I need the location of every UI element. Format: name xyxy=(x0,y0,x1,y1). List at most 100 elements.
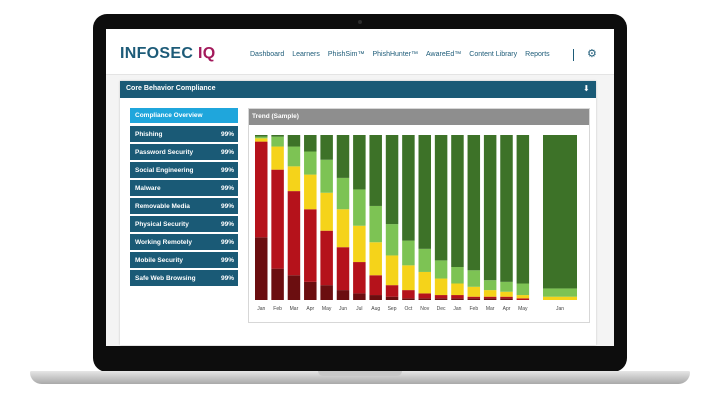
bar-may-5-level-4 xyxy=(320,159,333,193)
x-tick-label: Mar xyxy=(486,306,495,312)
download-icon[interactable]: ⬇ xyxy=(583,84,590,93)
bar-feb-2-level-2 xyxy=(271,169,284,269)
bar-apr-16-level-4 xyxy=(500,281,513,292)
sidebar-item-phishing[interactable]: Phishing 99% xyxy=(130,126,238,142)
bar-aug-8-level-5 xyxy=(369,135,382,206)
bar-sep-9-level-4 xyxy=(385,224,399,256)
bar-nov-11-level-2 xyxy=(418,293,431,299)
sidebar-item-malware[interactable]: Malware 99% xyxy=(130,180,238,196)
nav-learners[interactable]: Learners xyxy=(292,51,320,58)
bar-jan-13-level-3 xyxy=(451,283,464,296)
bar-may-5-level-5 xyxy=(320,135,333,160)
compliance-sidebar: Compliance Overview Phishing 99% Passwor… xyxy=(130,108,238,288)
bar-feb-2-level-1 xyxy=(271,268,284,300)
sidebar-item-value: 99% xyxy=(220,220,234,228)
bar-nov-11-level-3 xyxy=(418,271,431,294)
nav-reports[interactable]: Reports xyxy=(525,51,550,58)
sidebar-item-label: Physical Security xyxy=(135,220,189,228)
bar-sep-9-level-1 xyxy=(385,296,399,300)
nav-divider xyxy=(573,49,574,61)
tab-label: Compliance Overview xyxy=(135,112,203,119)
bar-apr-4-level-5 xyxy=(304,135,317,152)
bar-feb-14-level-2 xyxy=(467,296,481,299)
x-tick-label: May xyxy=(518,306,528,312)
trend-chart: Jan Feb Mar Apr May Jun Jul Aug Sep Oct Nov Dec Jan F… xyxy=(255,135,577,312)
x-tick-label: Jan xyxy=(257,306,265,312)
tab-compliance-overview[interactable]: Compliance Overview xyxy=(130,108,238,123)
bar-feb-2-level-4 xyxy=(271,136,284,147)
bar-sep-9-level-3 xyxy=(385,255,399,286)
bar-mar-3-level-5 xyxy=(287,135,301,147)
bar-jun-6-level-3 xyxy=(336,209,350,248)
gear-icon[interactable]: ⚙ xyxy=(587,48,597,60)
bar-jul-7-level-3 xyxy=(353,225,366,263)
bar-jan-1-level-2 xyxy=(255,141,268,238)
bar-jul-7-level-1 xyxy=(353,293,366,300)
sidebar-item-social-engineering[interactable]: Social Engineering 99% xyxy=(130,162,238,178)
bar-jun-6-level-5 xyxy=(336,135,350,178)
nav-dashboard[interactable]: Dashboard xyxy=(250,51,285,58)
bar-mar-15-level-2 xyxy=(483,296,497,299)
x-tick-label: May xyxy=(322,306,332,312)
bar-mar-3-level-3 xyxy=(287,166,301,192)
bar-dec-12-level-3 xyxy=(434,278,448,296)
bar-apr-16-level-3 xyxy=(500,291,513,297)
bar-aug-8-level-4 xyxy=(369,205,382,243)
sidebar-item-password-security[interactable]: Password Security 99% xyxy=(130,144,238,160)
bar-dec-12-level-4 xyxy=(434,260,448,279)
sidebar-item-working-remotely[interactable]: Working Remotely 99% xyxy=(130,234,238,250)
sidebar-item-value: 99% xyxy=(220,148,234,156)
bar-jan-18-level-3 xyxy=(543,296,577,300)
sidebar-item-label: Password Security xyxy=(135,148,194,156)
bar-jan-13-level-5 xyxy=(451,135,464,267)
bar-aug-8-level-1 xyxy=(369,295,382,300)
camera-icon xyxy=(358,20,362,24)
sidebar-item-label: Phishing xyxy=(135,130,163,138)
sidebar-item-value: 99% xyxy=(220,256,234,264)
card-title: Core Behavior Compliance xyxy=(126,85,216,92)
sidebar-item-value: 99% xyxy=(220,184,234,192)
bar-jan-18-level-4 xyxy=(543,288,577,297)
bar-jan-13-level-4 xyxy=(451,267,464,284)
sidebar-item-label: Mobile Security xyxy=(135,256,184,264)
sidebar-item-mobile-security[interactable]: Mobile Security 99% xyxy=(130,252,238,268)
brand-suffix: IQ xyxy=(197,45,216,62)
bar-oct-10-level-3 xyxy=(402,265,415,291)
nav-phishsim[interactable]: PhishSim™ xyxy=(327,51,365,58)
bar-nov-11-level-1 xyxy=(418,298,431,300)
x-tick-label: Dec xyxy=(437,306,446,312)
bar-jan-13-level-2 xyxy=(451,295,464,299)
brand-name: INFOSEC xyxy=(120,45,194,62)
x-tick-label: Nov xyxy=(420,306,429,312)
bar-may-17-level-2 xyxy=(516,298,530,300)
x-tick-label: Oct xyxy=(405,306,413,312)
brand-logo[interactable]: INFOSEC IQ xyxy=(120,45,215,63)
x-tick-label: Jan xyxy=(453,306,461,312)
bar-jun-6-level-4 xyxy=(336,177,350,210)
trend-chart-panel: Trend (Sample) Jan Feb Mar Apr May Jun Jul Aug S… xyxy=(248,108,590,323)
bar-aug-8-level-3 xyxy=(369,242,382,276)
x-tick-label: Sep xyxy=(388,306,397,312)
bar-jan-18-level-5 xyxy=(543,135,577,289)
nav-phishhunter[interactable]: PhishHunter™ xyxy=(372,51,418,58)
bar-oct-10-level-5 xyxy=(402,135,415,241)
bar-mar-3-level-2 xyxy=(287,191,301,276)
sidebar-item-safe-web-browsing[interactable]: Safe Web Browsing 99% xyxy=(130,270,238,286)
sidebar-item-physical-security[interactable]: Physical Security 99% xyxy=(130,216,238,232)
app-screen: INFOSEC IQ Dashboard Learners PhishSim™ … xyxy=(106,29,614,346)
nav-awareed[interactable]: AwareEd™ xyxy=(426,51,462,58)
sidebar-item-label: Safe Web Browsing xyxy=(135,274,196,282)
bar-jan-13-level-1 xyxy=(451,298,464,300)
bar-feb-2-level-5 xyxy=(271,135,284,137)
sidebar-item-removable-media[interactable]: Removable Media 99% xyxy=(130,198,238,214)
bar-may-17-level-5 xyxy=(516,135,530,284)
bar-may-5-level-1 xyxy=(320,285,333,300)
nav-content-library[interactable]: Content Library xyxy=(469,51,518,58)
x-tick-label: Jan xyxy=(556,306,564,312)
sidebar-item-label: Working Remotely xyxy=(135,238,192,246)
bar-jan-1-level-4 xyxy=(255,136,268,139)
bar-jan-1-level-5 xyxy=(255,135,268,137)
bar-mar-15-level-1 xyxy=(483,298,497,300)
chart-title: Trend (Sample) xyxy=(252,113,299,120)
bar-sep-9-level-2 xyxy=(385,285,399,297)
